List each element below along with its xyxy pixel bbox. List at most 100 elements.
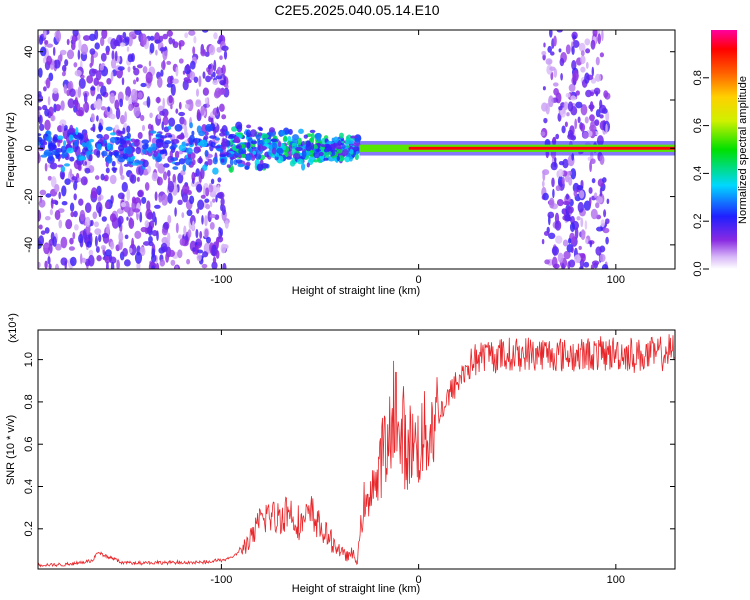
spectrogram-blob-mark [77,134,84,139]
spectrogram-noise-mark [572,35,577,40]
spectrogram-noise-mark [201,30,209,33]
colorbar-gradient [711,30,737,269]
spectrogram-noise-mark [117,208,122,214]
spectrogram-noise-mark [65,219,73,230]
spectrogram-noise-mark [60,100,65,111]
spectrogram-noise-mark [157,114,161,120]
spectrogram-noise-mark [580,50,585,57]
spectrogram-blob-mark [246,124,252,129]
spectrogram-noise-mark [212,71,216,78]
spectrogram-noise-mark [589,240,593,248]
spectrogram-blob-mark [333,136,339,144]
spectrogram-blob-mark [285,156,292,160]
spectrogram-blob-mark [212,156,218,165]
spectrogram-blob-mark [220,141,227,148]
spectrogram-noise-mark [209,200,213,208]
spectrogram-noise-mark [42,243,50,249]
spectrogram-noise-mark [554,220,562,231]
colorbar-tick-label: 0.2 [692,214,704,229]
spectrogram-noise-mark [134,251,143,264]
spectrogram-noise-mark [147,211,154,220]
spectrogram-noise-mark [186,79,192,84]
spectrogram-noise-mark [105,45,110,54]
spectrogram-noise-mark [598,104,607,114]
snr-y-tick-label: 1.0 [23,352,35,367]
spectrogram-noise-mark [61,123,65,134]
spectrogram-noise-mark [126,188,131,201]
spectrogram-noise-mark [96,84,100,92]
spectrogram-noise-mark [177,199,183,206]
spectrogram-noise-mark [168,94,173,104]
spectrogram-blob-mark [88,138,95,143]
spectrogram-noise-mark [110,261,115,269]
spectrogram-blob-mark [204,131,209,136]
spectrogram-noise-mark [109,213,117,223]
spectrogram-noise-mark [73,62,78,68]
spectrogram-noise-mark [204,198,210,203]
spectrogram-noise-mark [95,70,102,81]
spectrogram-noise-mark [172,78,179,84]
spectrogram-blob-mark [354,153,359,161]
spectrogram-noise-mark [549,66,556,71]
spectrogram-noise-mark [542,53,546,61]
spectrogram-noise-mark [154,204,161,209]
spectrogram-noise-mark [549,30,553,38]
spectrogram-noise-mark [561,177,565,185]
spectrogram-noise-mark [103,134,110,140]
spectrogram-blob-mark [341,149,349,156]
spectrogram-noise-mark [167,232,171,243]
spectrogram-noise-mark [124,111,127,123]
spectrogram-noise-mark [155,96,161,104]
spectrogram-noise-mark [145,71,153,84]
spectrogram-noise-mark [48,263,52,269]
spectrogram-blob-mark [268,148,273,157]
spectrogram-noise-mark [154,216,157,226]
spectrogram-noise-mark [164,112,168,119]
spectrogram-blob-mark [203,135,209,140]
spectrogram-noise-mark [43,30,47,39]
spectrogram-noise-mark [58,191,62,200]
spectrogram-noise-mark [555,235,563,244]
spectrogram-noise-mark [597,33,602,45]
spectrogram-noise-mark [216,66,222,77]
snr-y-multiplier: (x10⁴) [7,313,19,343]
spectrogram-noise-mark [191,171,196,182]
snr-y-tick-label: 0.4 [23,479,35,494]
spectrogram-blob-mark [252,150,257,155]
spectrogram-blob-mark [289,160,296,167]
spectrogram-noise-mark [542,192,549,201]
spectrogram-blob-mark [38,141,41,146]
spectrogram-noise-mark [599,114,604,119]
spectrogram-noise-mark [134,30,142,36]
spectrogram-noise-mark [212,256,217,264]
spectrogram-noise-mark [160,69,164,77]
spectrogram-noise-mark [38,106,42,111]
spectrogram-noise-mark [79,209,86,222]
spectrogram-noise-mark [97,98,103,109]
spectrogram-blob-mark [98,125,104,131]
spectrogram-blob-mark [168,134,173,138]
spectrogram-noise-mark [570,215,575,225]
spectrogram-panel: -100 0 100 -40 -20 0 20 40 Height of straight l… [5,29,676,297]
spectrogram-noise-mark [585,61,589,69]
spectrogram-noise-mark [590,208,598,220]
spectrogram-blob-mark [42,141,48,146]
spectrogram-blob-mark [244,165,250,170]
spectrogram-noise-mark [188,30,196,36]
spectrogram-noise-mark [207,64,212,70]
spectrogram-blob-mark [96,143,102,151]
spectrogram-blob-mark [248,148,253,153]
spectrogram-noise-mark [559,57,565,67]
spectrogram-noise-mark [46,43,54,48]
spectrogram-noise-mark [558,160,565,166]
spectrogram-noise-mark [553,35,557,47]
spectrogram-noise-mark [212,198,216,203]
spectrogram-blob-mark [204,149,209,157]
spectrogram-noise-mark [590,39,596,50]
spectrogram-blob-mark [82,132,88,141]
spectrogram-blob-mark [240,153,246,159]
spectrogram-x-label: Height of straight line (km) [292,285,420,297]
spectrogram-noise-mark [67,98,75,109]
spectrogram-blob-mark [105,126,113,131]
spectrogram-blob-mark [135,146,141,155]
